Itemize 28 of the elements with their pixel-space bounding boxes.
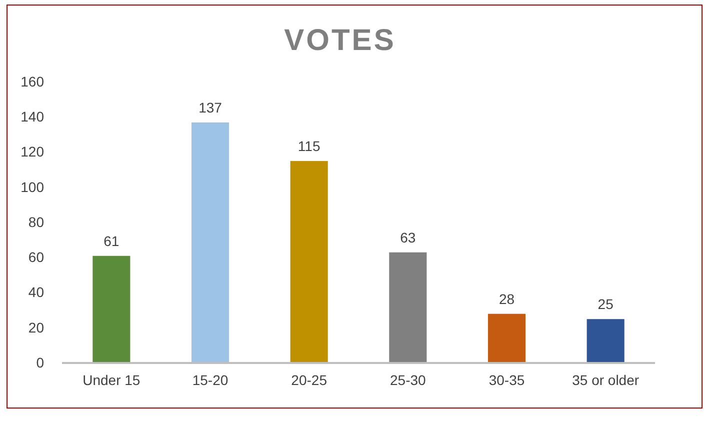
data-label: 28 xyxy=(498,290,515,307)
y-tick-label: 0 xyxy=(36,354,44,370)
x-tick-label: 35 or older xyxy=(572,372,640,388)
data-label: 63 xyxy=(400,229,416,246)
bar xyxy=(488,314,526,363)
chart-title: VOTES xyxy=(284,24,396,57)
bar xyxy=(389,252,427,363)
bar xyxy=(191,122,230,363)
x-tick-label: 25-30 xyxy=(390,372,426,388)
data-label: 137 xyxy=(198,99,222,116)
y-tick-label: 20 xyxy=(28,319,44,336)
x-tick-label: Under 15 xyxy=(82,372,140,388)
bar xyxy=(92,256,130,363)
y-tick-label: 120 xyxy=(20,144,44,160)
x-tick-label: 30-35 xyxy=(488,372,525,388)
bar xyxy=(586,319,624,363)
x-tick-label: 20-25 xyxy=(291,372,328,388)
data-label: 25 xyxy=(598,296,614,312)
y-tick-label: 40 xyxy=(28,284,44,300)
y-tick-label: 100 xyxy=(20,178,44,195)
bar xyxy=(290,161,328,363)
y-tick-label: 60 xyxy=(28,249,44,266)
x-tick-label: 15-20 xyxy=(192,372,228,388)
data-label: 61 xyxy=(104,232,120,249)
y-tick-label: 160 xyxy=(20,73,44,90)
data-label: 115 xyxy=(298,138,320,154)
y-tick-label: 140 xyxy=(20,108,44,125)
y-tick-label: 80 xyxy=(28,214,44,230)
